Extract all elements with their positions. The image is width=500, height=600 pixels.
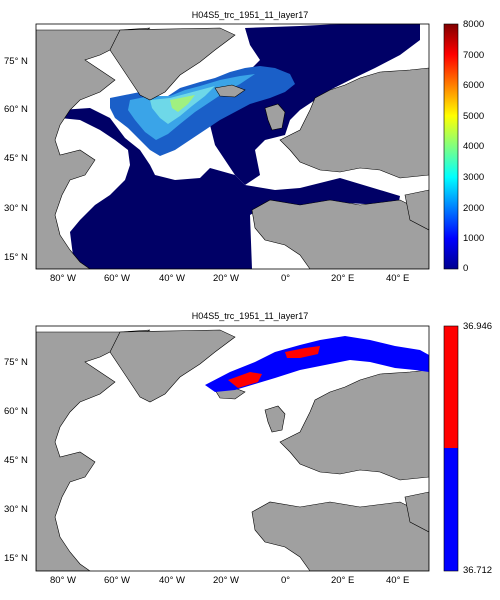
y-tick-75n-1: 75° N bbox=[4, 56, 28, 67]
colorbar-2-blue bbox=[444, 448, 458, 571]
x-tick-0-2: 0° bbox=[281, 575, 291, 586]
x-tick-40e-1: 40° E bbox=[386, 273, 410, 284]
y-tick-60n-1: 60° N bbox=[4, 104, 28, 115]
red-region-1 bbox=[228, 372, 262, 388]
cb1-tick-5000: 5000 bbox=[463, 111, 485, 122]
land-1 bbox=[36, 27, 429, 269]
map-title-1: H04S5_trc_1951_11_layer17 bbox=[191, 10, 309, 20]
cb1-tick-2000: 2000 bbox=[463, 203, 485, 214]
x-tick-0-1: 0° bbox=[281, 273, 291, 284]
cb1-tick-6000: 6000 bbox=[463, 80, 485, 91]
x-tick-60w-2: 60° W bbox=[104, 575, 130, 586]
colorbar-1 bbox=[443, 23, 459, 270]
cb1-tick-4000: 4000 bbox=[463, 141, 485, 152]
land-2 bbox=[36, 329, 429, 571]
x-tick-20w-1: 20° W bbox=[213, 273, 239, 284]
x-tick-80w-1: 80° W bbox=[50, 273, 76, 284]
y-tick-60n-2: 60° N bbox=[4, 406, 28, 417]
cb1-tick-1000: 1000 bbox=[463, 233, 485, 244]
cb1-tick-8000: 8000 bbox=[463, 19, 485, 30]
y-tick-30n-1: 30° N bbox=[4, 203, 28, 214]
x-tick-40w-2: 40° W bbox=[159, 575, 185, 586]
red-region-2 bbox=[285, 346, 320, 358]
colorbar-2-red bbox=[444, 326, 458, 448]
y-tick-30n-2: 30° N bbox=[4, 504, 28, 515]
cb1-tick-0: 0 bbox=[463, 263, 469, 274]
x-tick-60w-1: 60° W bbox=[104, 273, 130, 284]
map-panel-1 bbox=[36, 24, 429, 269]
x-tick-40e-2: 40° E bbox=[386, 575, 410, 586]
x-tick-20w-2: 20° W bbox=[213, 575, 239, 586]
blue-region bbox=[205, 336, 429, 392]
cb1-tick-7000: 7000 bbox=[463, 50, 485, 61]
y-tick-75n-2: 75° N bbox=[4, 357, 28, 368]
cb1-tick-3000: 3000 bbox=[463, 172, 485, 183]
cb2-tick-max: 36.946 bbox=[463, 321, 493, 332]
y-tick-15n-1: 15° N bbox=[4, 252, 28, 263]
ocean-field-1 bbox=[60, 108, 400, 269]
y-tick-45n-1: 45° N bbox=[4, 153, 28, 164]
y-tick-15n-2: 15° N bbox=[4, 553, 28, 564]
cb2-tick-min: 36.712 bbox=[463, 565, 493, 576]
y-tick-45n-2: 45° N bbox=[4, 455, 28, 466]
x-tick-20e-2: 20° E bbox=[331, 575, 355, 586]
map-title-2: H04S5_trc_1951_11_layer17 bbox=[191, 311, 309, 321]
x-tick-80w-2: 80° W bbox=[50, 575, 76, 586]
ocean-field-1-north bbox=[210, 24, 420, 185]
x-tick-20e-1: 20° E bbox=[331, 273, 355, 284]
x-tick-40w-1: 40° W bbox=[159, 273, 185, 284]
map-panel-2 bbox=[36, 326, 429, 571]
